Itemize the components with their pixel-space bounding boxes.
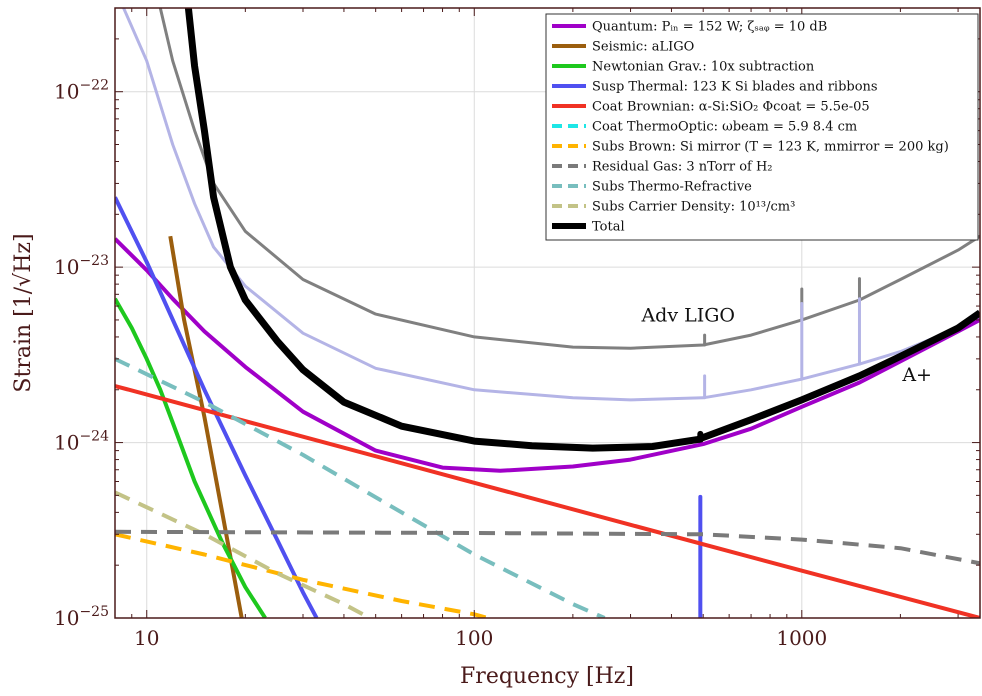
x-tick-label: 10 — [134, 626, 159, 650]
series-line — [115, 532, 489, 618]
legend-label: Subs Brown: Si mirror (T = 123 K, mmirro… — [592, 140, 949, 155]
y-tick-label: 10−22 — [54, 78, 109, 104]
legend: Quantum: Pᵢₙ = 152 W; ζₛₐᵩ = 10 dB Seismi… — [545, 13, 979, 241]
reference-curve — [122, 8, 980, 402]
series-line — [115, 357, 606, 618]
series-line — [184, 8, 980, 452]
y-tick-label: 10−24 — [54, 429, 109, 455]
legend-label: Subs Thermo-Refractive — [592, 180, 752, 195]
legend-label: Newtonian Grav.: 10x subtraction — [592, 60, 815, 75]
series-line — [115, 490, 371, 618]
y-tick-label: 10−23 — [54, 253, 109, 279]
legend-label: Susp Thermal: 123 K Si blades and ribbon… — [592, 80, 878, 95]
x-tick-label: 1000 — [776, 626, 827, 650]
series-line — [115, 529, 980, 566]
series-line — [115, 237, 980, 473]
plot-frame — [114, 7, 981, 619]
series-line — [168, 235, 244, 618]
legend-label: Quantum: Pᵢₙ = 152 W; ζₛₐᵩ = 10 dB — [592, 20, 827, 35]
legend-label: Seismic: aLIGO — [592, 40, 694, 55]
legend-label: Subs Carrier Density: 10¹³/cm³ — [592, 200, 795, 215]
y-tick-labels: 10−25 10−24 10−23 10−22 — [54, 78, 109, 630]
x-tick-labels: 10 100 1000 — [134, 626, 827, 650]
legend-label: Coat ThermoOptic: ωbeam = 5.9 8.4 cm — [592, 120, 857, 135]
legend-label: Coat Brownian: α-Si:SiO₂ Φcoat = 5.5e-05 — [592, 100, 870, 115]
x-axis-title: Frequency [Hz] — [460, 664, 634, 689]
series-line — [115, 297, 267, 618]
legend-label: Residual Gas: 3 nTorr of H₂ — [592, 160, 773, 175]
curve-annotation: Adv LIGO — [640, 304, 735, 326]
x-tick-label: 100 — [455, 626, 493, 650]
curves-layer — [115, 8, 980, 618]
curve-annotation: A+ — [901, 364, 932, 386]
y-tick-label: 10−25 — [54, 604, 109, 630]
legend-label: Total — [592, 220, 625, 235]
series-line — [115, 384, 980, 618]
legend-box — [545, 13, 979, 241]
tick-marks — [114, 7, 980, 619]
series-line — [115, 196, 319, 618]
annotations-layer: Adv LIGO A+ — [640, 304, 932, 385]
y-axis-title: Strain [1/√Hz] — [11, 233, 36, 392]
